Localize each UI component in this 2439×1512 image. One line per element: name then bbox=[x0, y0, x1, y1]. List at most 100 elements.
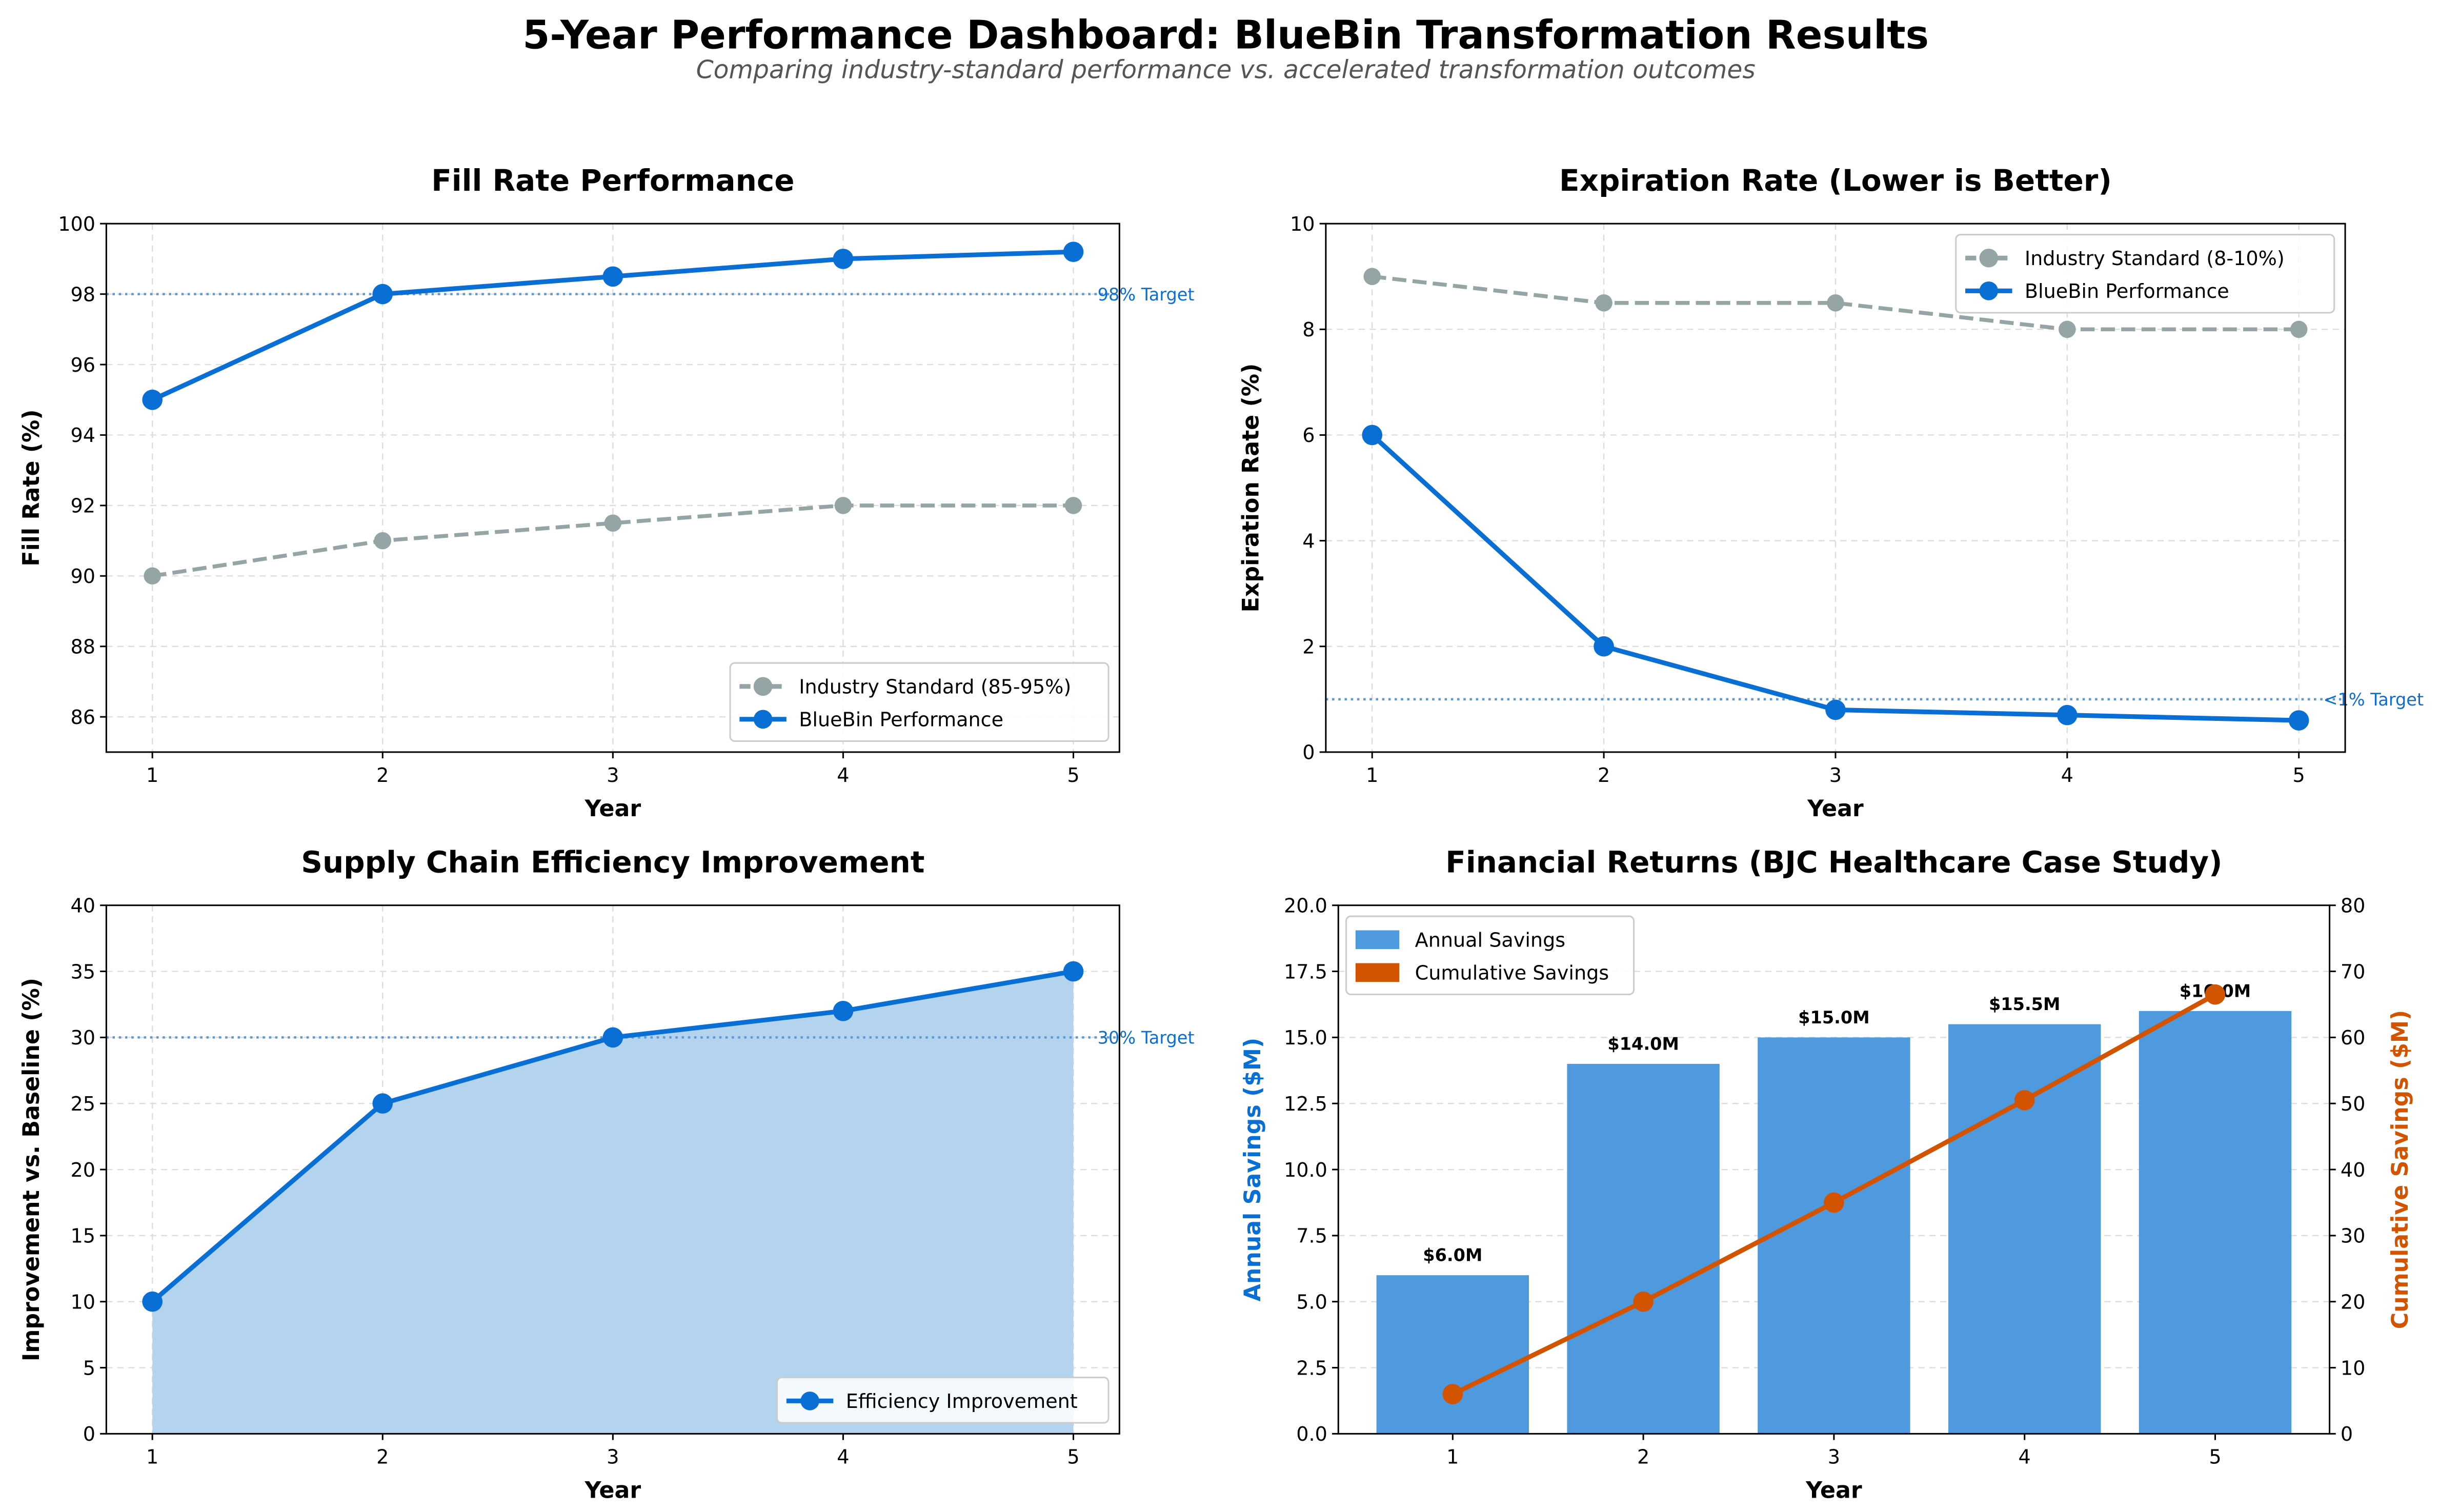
data-point bbox=[372, 284, 393, 305]
y-tick-label: 8 bbox=[1302, 318, 1315, 341]
bar-annual-savings bbox=[1948, 1024, 2101, 1434]
data-point bbox=[1064, 497, 1082, 514]
data-point bbox=[2059, 320, 2076, 338]
data-point bbox=[2057, 704, 2078, 725]
data-point bbox=[142, 1291, 163, 1312]
y-tick-label: 40 bbox=[71, 894, 95, 917]
data-point bbox=[602, 1027, 623, 1048]
panel-title: Supply Chain Efficiency Improvement bbox=[301, 845, 924, 880]
x-tick-label: 1 bbox=[1366, 764, 1378, 787]
y-axis-label: Annual Savings ($M) bbox=[1240, 1038, 1266, 1302]
y-axis-label: Improvement vs. Baseline (%) bbox=[18, 978, 45, 1361]
y-tick-label: 0 bbox=[1302, 741, 1315, 764]
y-tick-label: 2.5 bbox=[1296, 1357, 1327, 1379]
x-tick-label: 5 bbox=[1067, 764, 1079, 787]
data-point bbox=[602, 266, 623, 287]
y-tick-label: 15 bbox=[71, 1225, 95, 1247]
y-tick-label: 98 bbox=[71, 283, 95, 306]
data-point bbox=[1595, 294, 1612, 312]
plot-frame bbox=[105, 904, 1120, 1435]
y-tick-label: 10 bbox=[1290, 213, 1315, 235]
legend-box bbox=[1955, 234, 2335, 314]
legend-swatch bbox=[1355, 930, 1400, 950]
y-tick-label: 0 bbox=[83, 1423, 95, 1445]
data-point bbox=[834, 497, 852, 514]
y2-tick-label: 80 bbox=[2341, 894, 2366, 917]
y-tick-label: 4 bbox=[1302, 530, 1315, 552]
legend-swatch-marker bbox=[1979, 248, 1999, 268]
x-tick-label: 4 bbox=[837, 1445, 849, 1468]
data-point bbox=[1827, 294, 1844, 312]
x-tick-label: 1 bbox=[146, 1445, 158, 1468]
y-tick-label: 90 bbox=[71, 565, 95, 588]
series-line bbox=[152, 503, 1074, 578]
panel-1: Fill Rate Performance 86 88 90 92 94 96 98 100 1 2… bbox=[18, 163, 1194, 822]
y-tick-label: 96 bbox=[71, 354, 95, 376]
legend: Industry Standard (85-95%) BlueBin Perfor… bbox=[729, 662, 1110, 742]
x-tick-label: 4 bbox=[2019, 1445, 2031, 1468]
y-tick-label: 30 bbox=[71, 1026, 95, 1049]
legend-swatch-marker bbox=[753, 710, 773, 729]
x-tick-label: 2 bbox=[1598, 764, 1610, 787]
panel-4: Financial Returns (BJC Healthcare Case S… bbox=[1240, 845, 2413, 1504]
bar-data-label: $15.5M bbox=[1989, 994, 2060, 1014]
legend-entry: Industry Standard (85-95%) bbox=[799, 676, 1071, 698]
target-label: <1% Target bbox=[2323, 690, 2424, 710]
bar-data-label: $14.0M bbox=[1607, 1034, 1679, 1054]
data-point bbox=[1063, 961, 1084, 982]
area-fill bbox=[152, 971, 1074, 1434]
bar-annual-savings bbox=[2139, 1011, 2292, 1434]
point-cumulative-savings bbox=[2205, 984, 2226, 1005]
y-tick-label: 25 bbox=[71, 1093, 95, 1115]
data-point bbox=[374, 532, 392, 550]
legend: Annual Savings Cumulative Savings bbox=[1345, 915, 1635, 996]
bar-annual-savings bbox=[1376, 1275, 1529, 1434]
legend-swatch-marker bbox=[1979, 281, 1999, 300]
legend-box bbox=[776, 1377, 1110, 1424]
y-tick-label: 0.0 bbox=[1296, 1423, 1327, 1445]
y2-tick-label: 0 bbox=[2341, 1423, 2353, 1445]
y2-tick-label: 70 bbox=[2341, 960, 2366, 983]
legend-entry: Cumulative Savings bbox=[1415, 962, 1609, 984]
data-point bbox=[1825, 699, 1846, 720]
bar-annual-savings bbox=[1758, 1037, 1910, 1434]
x-tick-label: 5 bbox=[2293, 764, 2305, 787]
y2-tick-label: 10 bbox=[2341, 1357, 2366, 1379]
y2-tick-label: 60 bbox=[2341, 1026, 2366, 1049]
data-point bbox=[2288, 710, 2309, 731]
x-tick-label: 3 bbox=[1829, 764, 1842, 787]
panel-2: Expiration Rate (Lower is Better) 0 2 4 6 8 10… bbox=[1238, 163, 2424, 822]
y-tick-label: 35 bbox=[71, 960, 95, 983]
x-tick-label: 3 bbox=[607, 764, 619, 787]
data-point bbox=[833, 1001, 854, 1021]
panel-title: Fill Rate Performance bbox=[431, 163, 794, 198]
y-tick-label: 92 bbox=[71, 495, 95, 517]
bar-data-label: $6.0M bbox=[1423, 1245, 1482, 1265]
point-cumulative-savings bbox=[1824, 1192, 1844, 1213]
series-line bbox=[1372, 274, 2299, 332]
y-tick-label: 94 bbox=[71, 424, 95, 447]
point-cumulative-savings bbox=[1442, 1384, 1463, 1404]
x-tick-label: 1 bbox=[1446, 1445, 1459, 1468]
point-cumulative-savings bbox=[2014, 1090, 2035, 1111]
x-tick-label: 4 bbox=[2061, 764, 2073, 787]
y-tick-label: 7.5 bbox=[1296, 1225, 1327, 1247]
y2-tick-label: 40 bbox=[2341, 1159, 2366, 1181]
y2-tick-label: 20 bbox=[2341, 1291, 2366, 1313]
legend-box bbox=[1345, 915, 1635, 996]
x-axis-label: Year bbox=[584, 1477, 641, 1503]
legend-swatch bbox=[1355, 963, 1400, 982]
y2-tick-label: 30 bbox=[2341, 1225, 2366, 1247]
legend-entry: BlueBin Performance bbox=[799, 709, 1003, 731]
x-tick-label: 2 bbox=[1637, 1445, 1649, 1468]
data-point bbox=[1363, 268, 1381, 286]
legend-entry: Annual Savings bbox=[1415, 929, 1565, 952]
x-axis-label: Year bbox=[1807, 796, 1864, 822]
data-point bbox=[142, 389, 163, 410]
y-tick-label: 10.0 bbox=[1284, 1159, 1327, 1181]
x-tick-label: 1 bbox=[146, 764, 158, 787]
data-point bbox=[372, 1093, 393, 1114]
data-point bbox=[604, 514, 622, 532]
target-label: 30% Target bbox=[1098, 1028, 1195, 1048]
